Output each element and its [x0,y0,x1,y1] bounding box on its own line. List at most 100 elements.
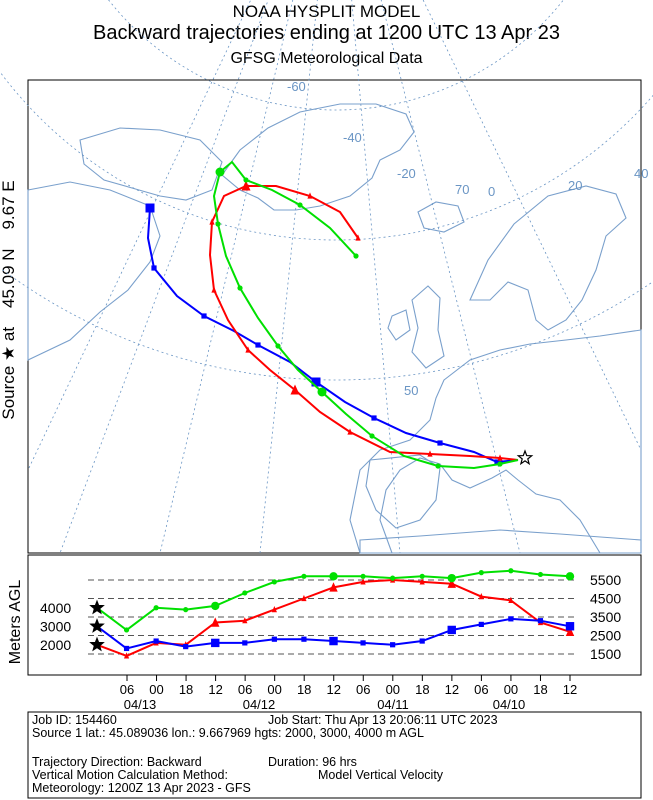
height-point [211,601,220,611]
trajectory-marker [241,180,251,191]
source-info: Source 1 lat.: 45.089036 lon.: 9.667969 … [32,726,424,740]
height-point [419,638,425,644]
meridian-line [27,0,252,471]
height-point [360,640,366,646]
time-tick-label: 18 [297,682,311,697]
trajectory-marker [317,387,327,397]
meteorology: Meteorology: 1200Z 13 Apr 2023 - GFS [32,781,251,795]
time-tick-label: 12 [445,682,459,697]
trajectory-line [212,160,519,470]
time-tick-label: 06 [120,682,134,697]
time-tick-label: 18 [179,682,193,697]
trajectory-direction: Trajectory Direction: Backward [32,755,202,769]
longitude-label: -60 [287,79,306,94]
right-tick-label: 4500 [590,591,621,607]
height-frame [27,554,642,676]
time-tick-label: 06 [238,682,252,697]
coastline [365,454,441,529]
trajectory-marker [245,346,251,353]
time-tick-label: 12 [208,682,222,697]
trajectory-marker [497,461,503,467]
time-tick-label: 06 [356,682,370,697]
height-point [123,652,130,659]
height-point [478,570,484,576]
height-point [329,572,338,581]
map: 50 70 -60 -40 -20 0 20 40 [0,0,653,554]
right-tick-label: 1500 [590,646,621,662]
trajectory-marker [353,253,359,259]
date-tick-label: 04/13 [124,697,157,712]
height-point [271,636,277,642]
time-tick-label: 12 [563,682,577,697]
latitude-label: 50 [404,383,418,398]
trajectory-marker [369,433,375,439]
time-axis: 06 00 18 12 06 00 18 12 06 00 18 12 06 00 18 12 04/13 04/… [27,675,642,799]
left-tick-label: 2000 [40,637,71,653]
height-point [419,573,425,579]
height-point [390,575,396,581]
trajectory-marker [215,167,225,177]
height-point [183,644,189,650]
height-point [508,596,514,603]
chart-subtitle: GFSG Meteorological Data [230,50,423,67]
coastline [349,329,642,554]
date-tick-label: 04/12 [243,697,276,712]
longitude-label: 20 [568,178,582,193]
trajectory-marker [437,440,443,446]
trajectory-marker [151,265,157,271]
height-point [301,573,307,579]
coastline [27,181,161,361]
trajectory-marker [237,285,243,291]
height-series [89,568,575,659]
trajectory-marker [255,342,261,348]
duration: Duration: 96 hrs [268,755,357,769]
trajectory-marker [215,221,221,227]
height-ticks: 5500 4500 3500 2500 1500 4000 3000 2000 [40,572,621,662]
trajectory-marker [355,234,361,241]
trajectory-marker [494,459,500,465]
time-tick-label: 00 [386,682,400,697]
trajectory-line [146,207,519,464]
time-tick-label: 18 [415,682,429,697]
height-point [271,579,277,585]
height-point [508,616,514,622]
height-point [537,618,544,624]
left-tick-label: 4000 [40,600,71,616]
y-axis-label: Meters AGL [7,580,24,665]
time-tick-label: 18 [533,682,547,697]
meridian-line [422,0,642,451]
height-point [329,636,338,646]
trajectory-marker [497,454,503,461]
time-tick-label: 00 [267,682,281,697]
height-point [211,638,220,648]
time-tick-label: 06 [474,682,488,697]
latitude-circle [108,0,564,111]
height-point [447,578,456,588]
height-point [360,578,366,585]
date-tick-label: 04/11 [377,697,409,712]
right-tick-label: 5500 [590,572,621,588]
coastline [411,285,445,369]
trajectory-marker [307,192,313,199]
longitude-label: -40 [343,130,362,145]
height-point [447,573,456,583]
time-tick-label: 12 [326,682,340,697]
meridian-line [380,0,521,554]
right-tick-label: 2500 [590,628,621,644]
job-start: Job Start: Thu Apr 13 20:06:11 UTC 2023 [268,713,498,727]
start-star [89,636,105,652]
height-point [153,638,159,644]
trajectory-marker [209,218,215,225]
height-point [565,622,575,631]
date-tick-label: 04/10 [493,697,526,712]
height-point [508,568,514,574]
height-point [123,627,130,633]
height-point [360,573,366,579]
coastline [221,103,415,211]
time-tick-label: 00 [149,682,163,697]
height-point [390,642,396,648]
trajectory-marker [211,286,217,293]
height-point [123,645,130,652]
height-point [242,640,248,646]
